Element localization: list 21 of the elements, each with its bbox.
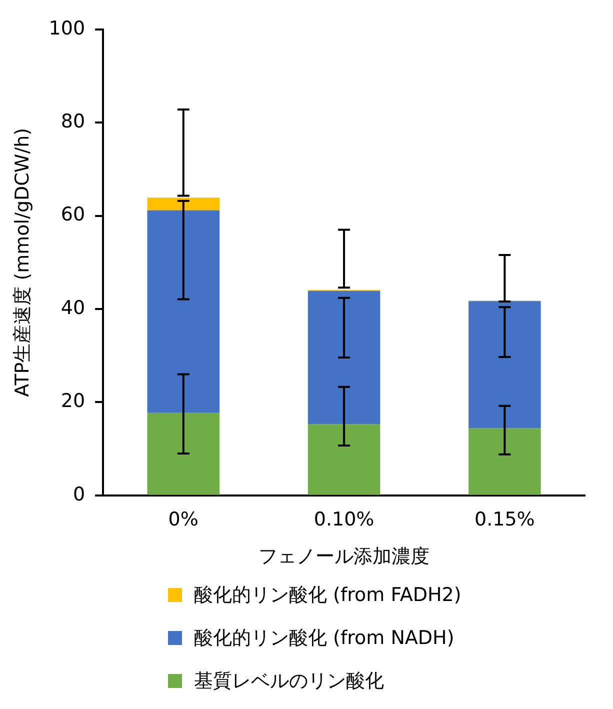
bar bbox=[147, 412, 220, 495]
x-tick-label: 0.15% bbox=[474, 508, 535, 531]
legend-label: 酸化的リン酸化 (from NADH) bbox=[194, 626, 454, 650]
legend-label: 酸化的リン酸化 (from FADH2) bbox=[194, 582, 462, 608]
bar bbox=[147, 198, 220, 210]
y-tick-label: 0 bbox=[72, 483, 86, 506]
x-tick-label: 0% bbox=[168, 508, 198, 531]
bar bbox=[468, 428, 541, 495]
legend-label: 基質レベルのリン酸化 bbox=[194, 668, 384, 694]
bar bbox=[308, 290, 380, 424]
bar bbox=[468, 301, 541, 428]
bar bbox=[147, 210, 220, 412]
y-tick-label: 100 bbox=[48, 17, 86, 40]
y-tick-label: 60 bbox=[60, 204, 86, 226]
x-tick-label: 0.10% bbox=[314, 508, 374, 531]
y-tick-label: 80 bbox=[60, 110, 86, 133]
x-axis-title: フェノール添加濃度 bbox=[258, 546, 430, 568]
bar bbox=[308, 424, 380, 495]
y-axis-title: ATP生産速度 (mmol/gDCW/h) bbox=[11, 128, 34, 397]
y-tick-label: 40 bbox=[60, 296, 86, 319]
y-tick-label: 20 bbox=[60, 390, 86, 412]
